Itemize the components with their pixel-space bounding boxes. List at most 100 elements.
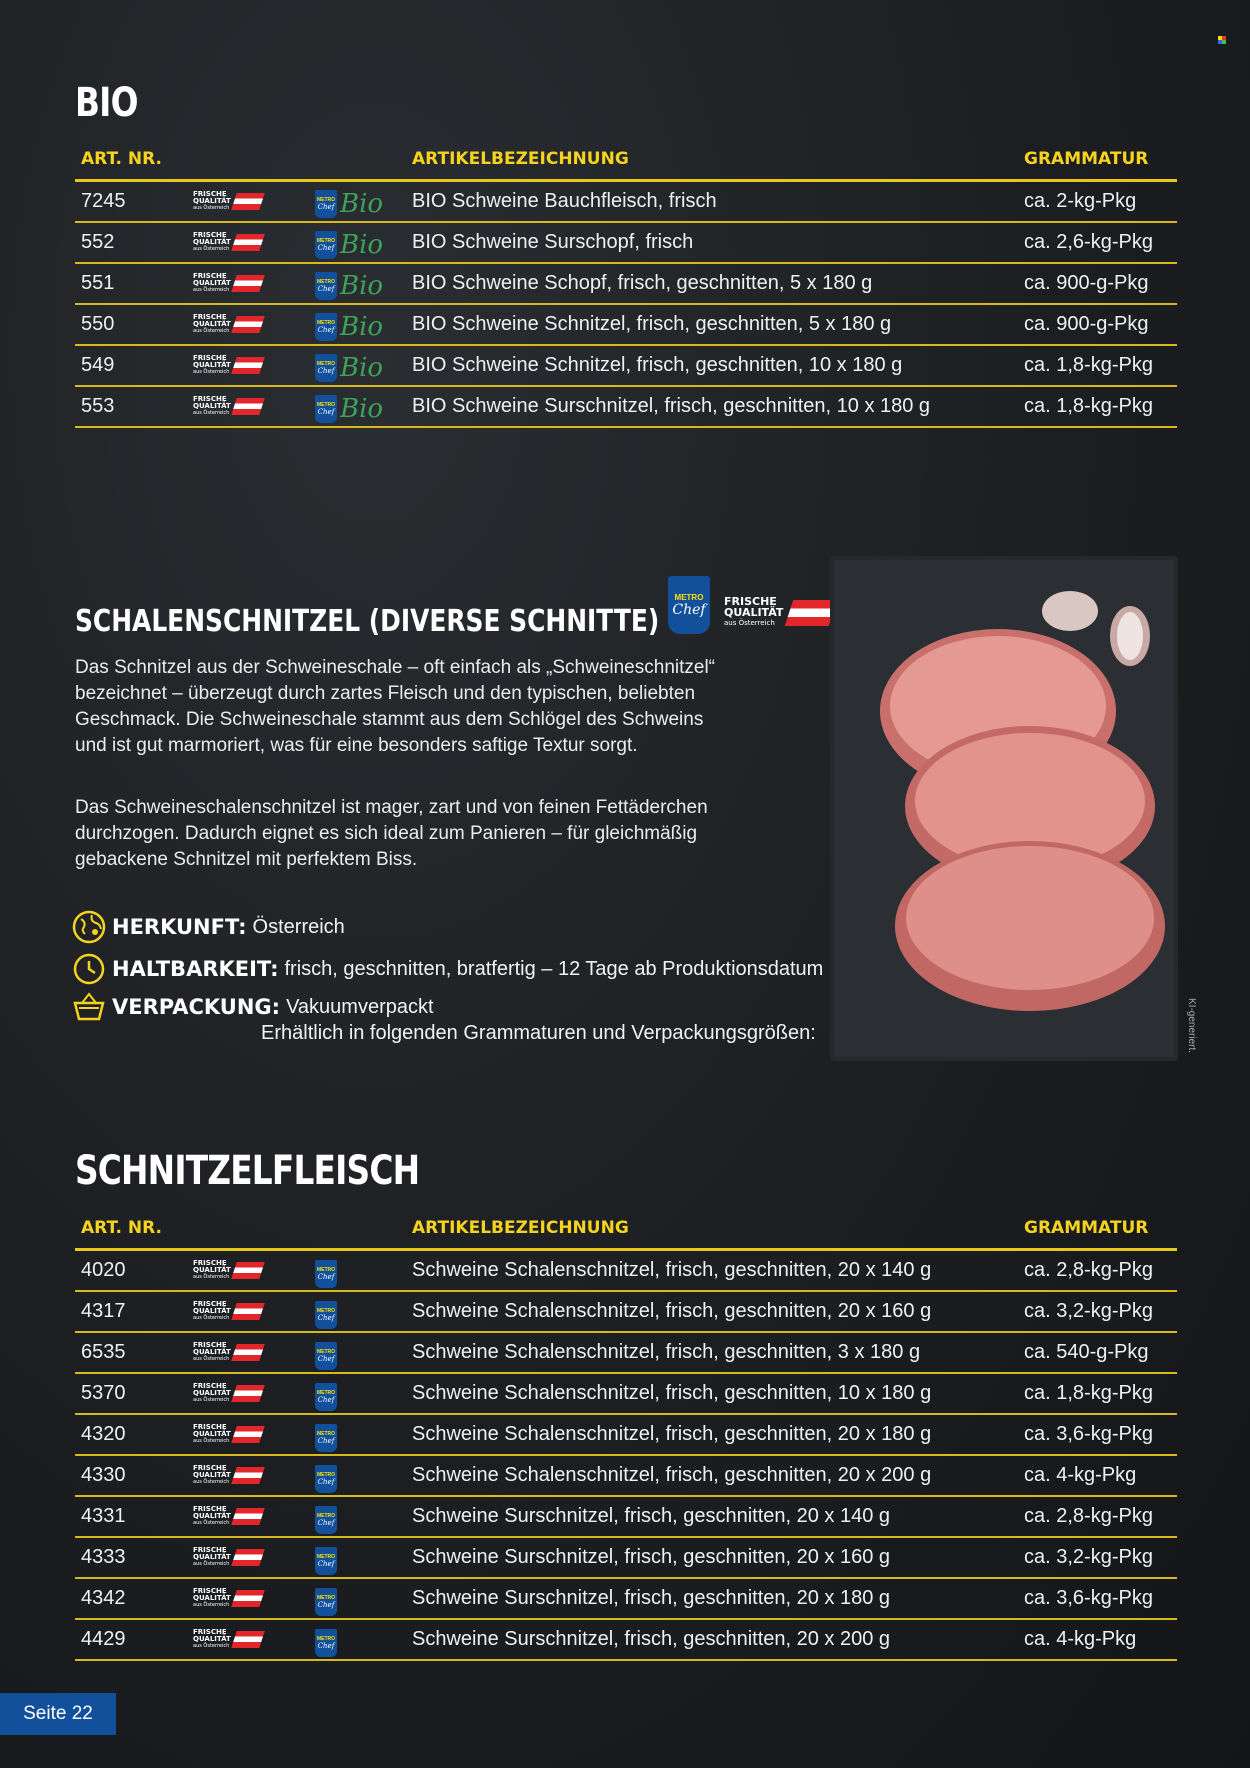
art-nr: 4317: [75, 1291, 187, 1333]
grammatur: ca. 3,6-kg-Pkg: [1018, 1414, 1177, 1456]
table-row: 4330 FRISCHE QUALITÄT aus Österreich METRO Ch…: [75, 1455, 1177, 1497]
artikel-name: Schweine Surschnitzel, frisch, geschnitt…: [406, 1578, 1018, 1620]
artikel-name: BIO Schweine Surschopf, frisch: [406, 222, 1018, 264]
bio-table: ART. NR. ARTIKELBEZEICHNUNG GRAMMATUR 72…: [75, 139, 1177, 428]
metro-chef-icon: METRO Chef: [315, 1587, 337, 1616]
table-row: 4333 FRISCHE QUALITÄT aus Österreich METRO Ch…: [75, 1537, 1177, 1579]
grammatur: ca. 3,2-kg-Pkg: [1018, 1291, 1177, 1333]
grammatur: ca. 2,6-kg-Pkg: [1018, 222, 1177, 264]
frische-qualitaet-icon: FRISCHE QUALITÄT aus Österreich: [193, 1506, 265, 1527]
metro-chef-icon: METRO Chef: [315, 1259, 337, 1288]
frische-qualitaet-icon: FRISCHE QUALITÄT aus Österreich: [193, 1588, 265, 1609]
bio-logo: Bio: [340, 353, 384, 383]
grammatur: ca. 4-kg-Pkg: [1018, 1455, 1177, 1497]
col-artikel: ARTIKELBEZEICHNUNG: [406, 1208, 1018, 1251]
metro-chef-icon: METRO Chef: [315, 1628, 337, 1657]
metro-chef-icon: METRO Chef: [315, 1341, 337, 1370]
artikel-name: BIO Schweine Bauchfleisch, frisch: [406, 180, 1018, 223]
grammatur: ca. 900-g-Pkg: [1018, 304, 1177, 346]
artikel-name: Schweine Schalenschnitzel, frisch, gesch…: [406, 1414, 1018, 1456]
col-grammatur: GRAMMATUR: [1018, 139, 1177, 182]
table-row: 551 FRISCHE QUALITÄT aus Österreich METRO Che…: [75, 263, 1177, 305]
table-row: 552 FRISCHE QUALITÄT aus Österreich METRO Che…: [75, 222, 1177, 264]
art-nr: 4429: [75, 1619, 187, 1661]
art-nr: 549: [75, 345, 187, 387]
art-nr: 4330: [75, 1455, 187, 1497]
artikel-name: Schweine Surschnitzel, frisch, geschnitt…: [406, 1537, 1018, 1579]
grammatur: ca. 1,8-kg-Pkg: [1018, 386, 1177, 428]
frische-qualitaet-icon: FRISCHE QUALITÄT aus Österreich: [193, 232, 265, 253]
metro-chef-icon: METRO Chef: [315, 1300, 337, 1329]
table-row: 4342 FRISCHE QUALITÄT aus Österreich METRO Ch…: [75, 1578, 1177, 1620]
col-grammatur: GRAMMATUR: [1018, 1208, 1177, 1251]
metro-chef-icon: METRO Chef Bio: [315, 353, 384, 383]
schnitzel-table-body: 4020 FRISCHE QUALITÄT aus Österreich METRO Ch…: [75, 1249, 1177, 1661]
table-row: 549 FRISCHE QUALITÄT aus Österreich METRO Che…: [75, 345, 1177, 387]
art-nr: 4342: [75, 1578, 187, 1620]
art-nr: 4320: [75, 1414, 187, 1456]
frische-qualitaet-icon: FRISCHE QUALITÄT aus Österreich: [193, 1301, 265, 1322]
grammatur: ca. 3,6-kg-Pkg: [1018, 1578, 1177, 1620]
metro-chef-icon: METRO Chef: [315, 1546, 337, 1575]
grammatur: ca. 1,8-kg-Pkg: [1018, 1373, 1177, 1415]
clock-icon: [73, 953, 105, 985]
bio-table-body: 7245 FRISCHE QUALITÄT aus Österreich METRO Ch…: [75, 180, 1177, 428]
artikel-name: Schweine Schalenschnitzel, frisch, gesch…: [406, 1332, 1018, 1374]
grammatur: ca. 4-kg-Pkg: [1018, 1619, 1177, 1661]
art-nr: 551: [75, 263, 187, 305]
frische-qualitaet-icon: FRISCHE QUALITÄT aus Österreich: [193, 191, 265, 212]
table-row: 5370 FRISCHE QUALITÄT aus Österreich METRO Ch…: [75, 1373, 1177, 1415]
feature-paragraph-2: Das Schweineschalenschnitzel ist mager, …: [75, 797, 708, 870]
artikel-name: Schweine Schalenschnitzel, frisch, gesch…: [406, 1249, 1018, 1292]
bio-logo: Bio: [340, 394, 384, 424]
metro-chef-icon: METRO Chef Bio: [315, 312, 384, 342]
info-shelf-life: HALTBARKEIT: frisch, geschnitten, bratfer…: [72, 952, 823, 986]
col-artikel: ARTIKELBEZEICHNUNG: [406, 139, 1018, 182]
frische-qualitaet-icon: FRISCHE QUALITÄT aus Österreich: [193, 1383, 265, 1404]
grammatur: ca. 540-g-Pkg: [1018, 1332, 1177, 1374]
art-nr: 4331: [75, 1496, 187, 1538]
page-number: Seite 22: [0, 1693, 116, 1735]
feature-title: SCHALENSCHNITZEL (DIVERSE SCHNITTE): [75, 604, 660, 639]
table-row: 4320 FRISCHE QUALITÄT aus Österreich METRO Ch…: [75, 1414, 1177, 1456]
info-packaging: VERPACKUNG: Vakuumverpackt: [72, 990, 434, 1024]
schnitzel-table: ART. NR. ARTIKELBEZEICHNUNG GRAMMATUR 40…: [75, 1208, 1177, 1661]
frische-qualitaet-icon: FRISCHE QUALITÄT aus Österreich: [193, 396, 265, 417]
grammatur: ca. 2,8-kg-Pkg: [1018, 1249, 1177, 1292]
artikel-name: Schweine Schalenschnitzel, frisch, gesch…: [406, 1291, 1018, 1333]
frische-qualitaet-icon: FRISCHE QUALITÄT aus Österreich: [193, 1629, 265, 1650]
bio-logo: Bio: [340, 271, 384, 301]
frische-qualitaet-icon: FRISCHE QUALITÄT aus Österreich: [193, 1465, 265, 1486]
frische-qualitaet-icon: FRISCHE QUALITÄT aus Österreich: [193, 1260, 265, 1281]
col-art-nr: ART. NR.: [75, 139, 187, 182]
metro-chef-icon: METRO Chef Bio: [315, 394, 384, 424]
artikel-name: BIO Schweine Schnitzel, frisch, geschnit…: [406, 304, 1018, 346]
grammatur: ca. 2,8-kg-Pkg: [1018, 1496, 1177, 1538]
ai-generated-note: KI-generiert.: [1186, 998, 1197, 1054]
art-nr: 6535: [75, 1332, 187, 1374]
table-row: 4020 FRISCHE QUALITÄT aus Österreich METRO Ch…: [75, 1249, 1177, 1292]
onion-icon: [1042, 591, 1150, 666]
table-row: 4317 FRISCHE QUALITÄT aus Österreich METRO Ch…: [75, 1291, 1177, 1333]
art-nr: 553: [75, 386, 187, 428]
art-nr: 550: [75, 304, 187, 346]
frische-qualitaet-icon: FRISCHE QUALITÄT aus Österreich: [193, 1342, 265, 1363]
col-art-nr: ART. NR.: [75, 1208, 187, 1251]
table-row: 6535 FRISCHE QUALITÄT aus Österreich METRO Ch…: [75, 1332, 1177, 1374]
table-row: 550 FRISCHE QUALITÄT aus Österreich METRO Che…: [75, 304, 1177, 346]
info-origin: HERKUNFT: Österreich: [72, 910, 345, 944]
globe-icon: [72, 910, 106, 944]
artikel-name: BIO Schweine Schnitzel, frisch, geschnit…: [406, 345, 1018, 387]
basket-icon: [73, 992, 105, 1021]
art-nr: 552: [75, 222, 187, 264]
bio-logo: Bio: [340, 189, 384, 219]
metro-chef-icon: METRO Chef: [315, 1423, 337, 1452]
table-row: 4331 FRISCHE QUALITÄT aus Österreich METRO Ch…: [75, 1496, 1177, 1538]
grammatur: ca. 900-g-Pkg: [1018, 263, 1177, 305]
product-photo: [830, 556, 1178, 1061]
metro-chef-icon: METRO Chef: [315, 1505, 337, 1534]
feature-paragraph-1: Das Schnitzel aus der Schweineschale – o…: [75, 657, 715, 756]
table-row: 7245 FRISCHE QUALITÄT aus Österreich METRO Ch…: [75, 180, 1177, 223]
grammatur: ca. 3,2-kg-Pkg: [1018, 1537, 1177, 1579]
frische-qualitaet-logo: FRISCHE QUALITÄT aus Österreich: [724, 596, 838, 629]
